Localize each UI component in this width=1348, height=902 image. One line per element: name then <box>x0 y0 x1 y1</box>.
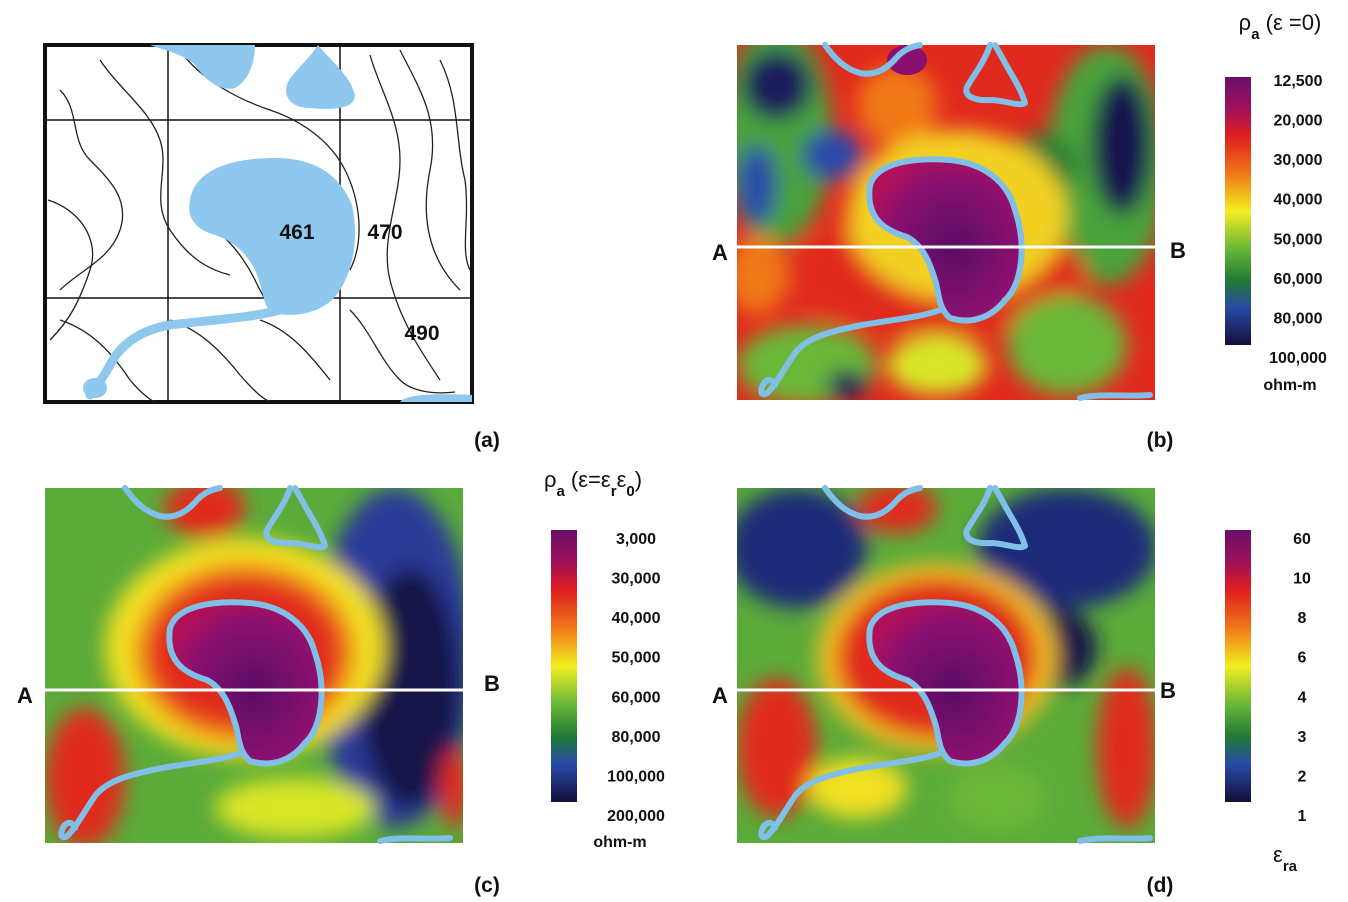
color-bar-tick-label: 4 <box>1298 689 1307 706</box>
color-bar-tick-label: 3,000 <box>616 531 656 548</box>
color-bar-tick-label: 80,000 <box>1274 310 1323 327</box>
color-bar-tick-label: 8 <box>1298 610 1307 627</box>
legend-title: ρa (ε=εrε0) <box>544 467 642 500</box>
color-bar-tick-label: 20,000 <box>1274 113 1323 130</box>
subscript: a <box>556 483 565 500</box>
profile-end: B <box>484 671 500 696</box>
panel-label: (a) <box>474 429 500 452</box>
subscript: 0 <box>626 483 634 500</box>
subscript: r <box>611 483 617 500</box>
profile-start: A <box>712 240 728 265</box>
color-bar-tick-label: 60 <box>1293 531 1311 548</box>
title-text: ρ <box>1239 10 1252 35</box>
color-bar-tick-label: 30,000 <box>612 571 661 588</box>
legend-unit: ohm-m <box>1263 377 1316 394</box>
title-text: ε <box>1273 842 1283 867</box>
profile-start: A <box>17 683 33 708</box>
color-bar-tick-label: 12,500 <box>1274 73 1323 90</box>
legend-title: εra <box>1273 842 1298 875</box>
profile-end: B <box>1170 238 1186 263</box>
color-bar-tick-label: 30,000 <box>1274 152 1323 169</box>
profile-start: A <box>712 683 728 708</box>
color-bar-tick-label: 3 <box>1298 729 1307 746</box>
legend-title: ρa (ε =0) <box>1239 10 1322 43</box>
color-bar <box>1225 77 1251 345</box>
topo-map <box>43 43 474 404</box>
permittivity-map <box>737 483 1155 843</box>
title-text: (ε=ε <box>565 467 611 492</box>
color-bar-tick-label: 80,000 <box>612 729 661 746</box>
color-bar-tick-label: 200,000 <box>607 808 665 825</box>
color-bar-tick-label: 50,000 <box>612 650 661 667</box>
color-bar-tick-label: 10 <box>1293 571 1311 588</box>
color-bar-tick-label: 60,000 <box>1274 271 1323 288</box>
color-bar-tick-label: 40,000 <box>612 610 661 627</box>
color-bar-tick-label: 2 <box>1298 768 1307 785</box>
color-bar-tick-label: 60,000 <box>612 689 661 706</box>
title-text: ) <box>635 467 642 492</box>
resistivity-map <box>45 478 467 848</box>
title-text: ε <box>617 467 627 492</box>
legend-unit: ohm-m <box>593 834 646 851</box>
color-bar-tick-label: 40,000 <box>1274 192 1323 209</box>
contour-label: 461 <box>279 221 314 244</box>
color-bar-tick-label: 50,000 <box>1274 231 1323 248</box>
color-bar <box>551 530 577 802</box>
panel-label: (b) <box>1147 429 1174 452</box>
color-bar-tick-label: 100,000 <box>607 768 665 785</box>
color-bar-tick-label: 1 <box>1298 808 1307 825</box>
title-text: (ε =0) <box>1260 10 1322 35</box>
subscript: ra <box>1283 858 1298 875</box>
contour-label: 490 <box>404 322 439 345</box>
color-bar-tick-label: 6 <box>1298 650 1307 667</box>
title-text: ρ <box>544 467 557 492</box>
panel-label: (d) <box>1147 874 1174 897</box>
contour-label: 470 <box>367 221 402 244</box>
color-bar-tick-label: 100,000 <box>1269 350 1327 367</box>
profile-end: B <box>1160 678 1176 703</box>
panel-label: (c) <box>474 874 500 897</box>
subscript: a <box>1251 26 1260 43</box>
resistivity-map <box>737 25 1155 405</box>
color-bar <box>1225 530 1251 802</box>
